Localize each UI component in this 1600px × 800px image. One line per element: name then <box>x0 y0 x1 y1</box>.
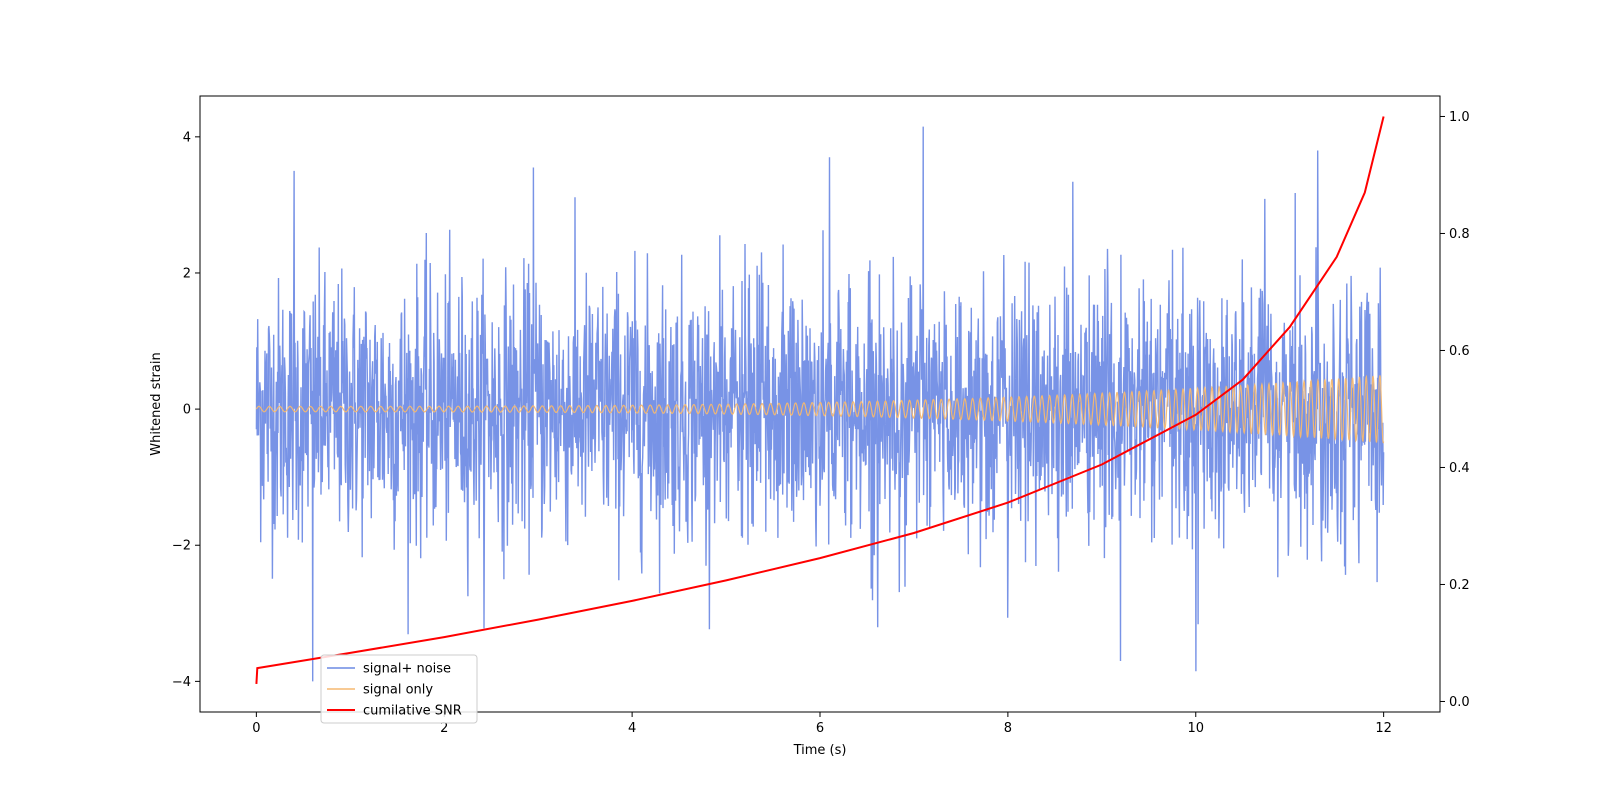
y2-tick-label: 1.0 <box>1449 110 1470 125</box>
x-tick-label: 2 <box>440 721 448 736</box>
legend-entry: signal+ noise <box>363 662 451 677</box>
ticks-layer: 0 2 4 6 8 10 12 −4 −2 0 2 4 0.0 0.2 0.4 0.6 0.8 1.0 <box>172 110 1470 736</box>
y-tick-label: 4 <box>183 130 191 145</box>
y-axis-label: Whitened strain <box>149 352 164 455</box>
legend: signal+ noise signal only cumilative SNR <box>320 654 478 724</box>
y-tick-label: −4 <box>172 675 191 690</box>
x-tick-label: 0 <box>252 721 260 736</box>
series-signal-only <box>255 374 1385 444</box>
legend-box <box>320 654 478 724</box>
x-tick-label: 8 <box>1004 721 1012 736</box>
legend-entry: signal only <box>363 683 433 698</box>
y2-tick-label: 0.0 <box>1449 695 1470 710</box>
y2-tick-label: 0.2 <box>1449 578 1470 593</box>
plot-layer <box>255 116 1385 684</box>
x-tick-label: 4 <box>628 721 636 736</box>
x-axis-label: Time (s) <box>793 743 847 758</box>
series-signal-plus-noise <box>255 126 1385 682</box>
series-cumulative-snr <box>255 116 1385 684</box>
y-tick-label: 0 <box>183 403 191 418</box>
x-tick-label: 12 <box>1375 721 1392 736</box>
x-tick-label: 6 <box>816 721 824 736</box>
y2-tick-label: 0.6 <box>1449 344 1470 359</box>
y-tick-label: 2 <box>183 266 191 281</box>
y-tick-label: −2 <box>172 539 191 554</box>
legend-entry: cumilative SNR <box>363 704 462 719</box>
x-tick-label: 10 <box>1187 721 1204 736</box>
y2-tick-label: 0.8 <box>1449 227 1470 242</box>
y2-tick-label: 0.4 <box>1449 461 1470 476</box>
